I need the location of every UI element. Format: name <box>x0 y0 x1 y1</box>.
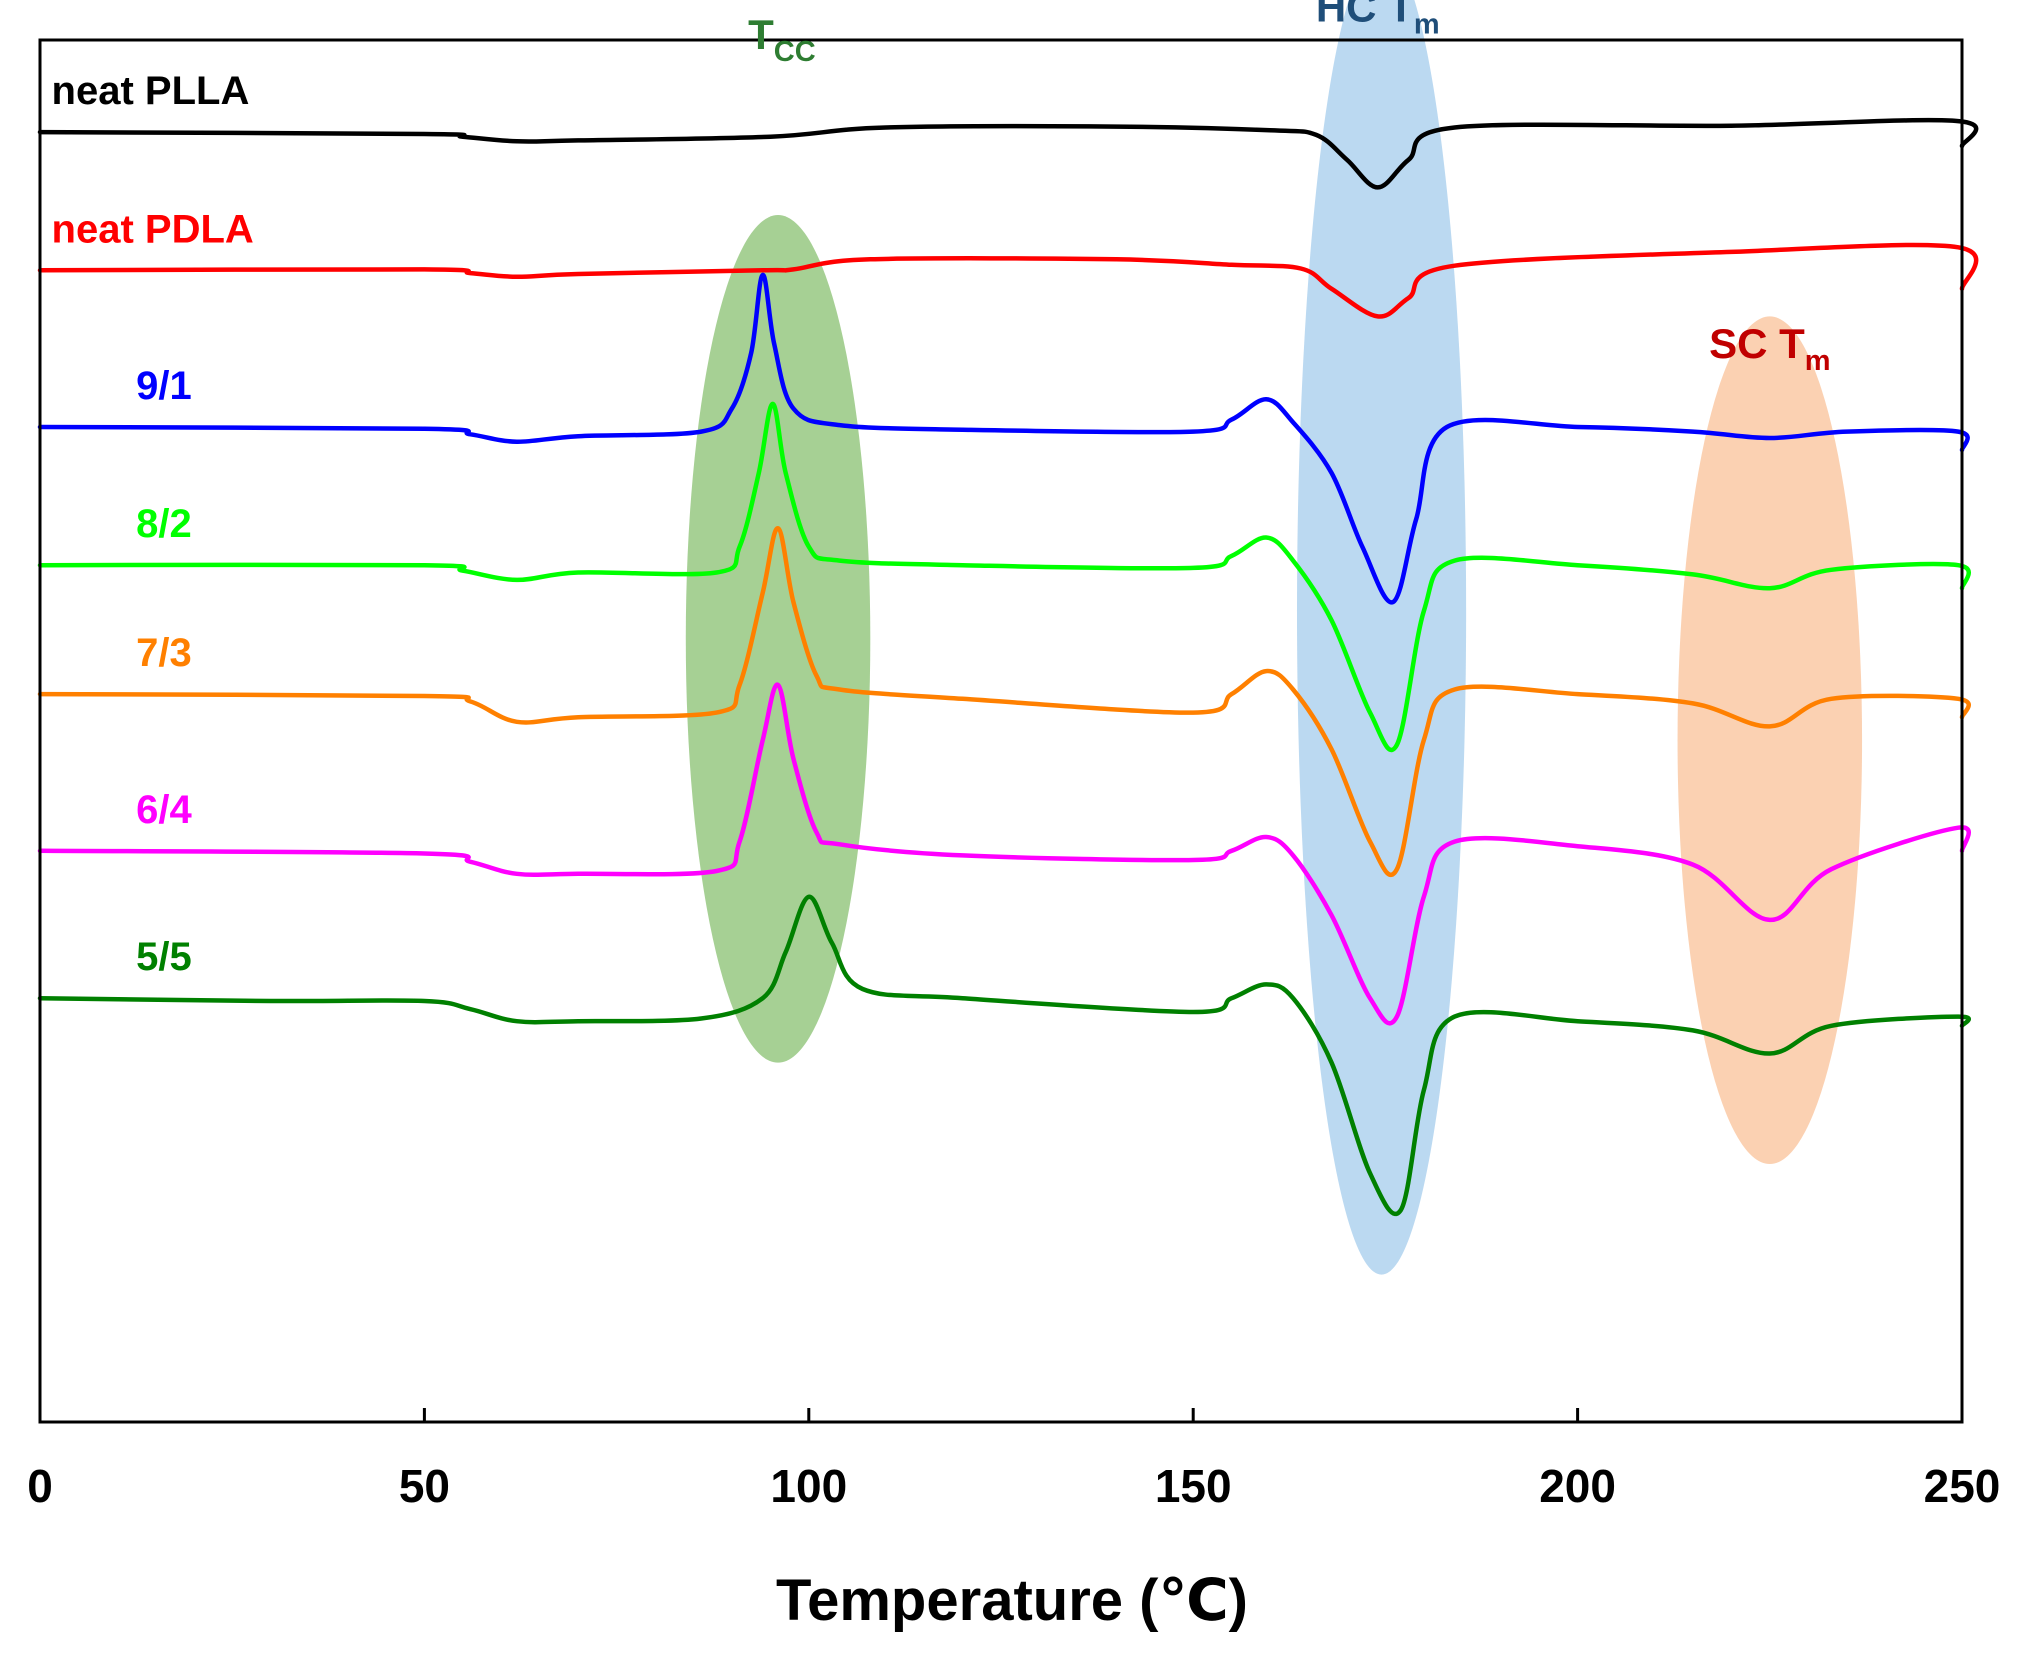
series-label-1: neat PDLA <box>52 207 254 251</box>
annotation-2: SC Tm <box>1709 320 1830 377</box>
series-line-6 <box>37 894 1972 1217</box>
series-label-0: neat PLLA <box>52 69 250 113</box>
annotation-1: HC Tm <box>1316 0 1440 41</box>
annotations: TCC HC Tm SC Tm <box>748 0 1830 377</box>
series-label-3: 8/2 <box>136 502 192 546</box>
series-label-6: 5/5 <box>136 935 192 979</box>
series-line-3 <box>37 401 1971 753</box>
series-labels: neat PLLA neat PDLA 9/1 8/2 7/3 6/4 5/5 <box>52 69 254 979</box>
series-line-1 <box>37 242 1979 319</box>
x-tick-label-5: 250 <box>1924 1460 2001 1512</box>
x-tick-label-3: 150 <box>1155 1460 1232 1512</box>
series-lines <box>37 117 1979 1217</box>
series-line-0 <box>37 117 1979 190</box>
series-label-2: 9/1 <box>136 364 192 408</box>
series-line-4 <box>37 526 1971 878</box>
series-label-4: 7/3 <box>136 631 192 675</box>
x-axis-title: Temperature (℃) <box>776 1568 1248 1633</box>
highlight-region-0 <box>685 215 871 1063</box>
x-axis-ticks: 0 50 100 150 200 250 <box>27 1408 2000 1512</box>
series-label-5: 6/4 <box>136 788 192 832</box>
highlight-region-2 <box>1677 316 1863 1165</box>
x-tick-label-4: 200 <box>1539 1460 1616 1512</box>
plot-frame <box>38 38 1964 1424</box>
annotation-0: TCC <box>748 11 816 68</box>
plot-border <box>38 38 1964 1424</box>
series-line-2 <box>37 272 1970 605</box>
x-tick-label-0: 0 <box>27 1460 53 1512</box>
series-line-5 <box>37 682 1971 1026</box>
highlight-region-1 <box>1297 0 1467 1275</box>
highlight-regions <box>685 0 1863 1275</box>
x-tick-label-1: 50 <box>399 1460 450 1512</box>
x-tick-label-2: 100 <box>770 1460 847 1512</box>
